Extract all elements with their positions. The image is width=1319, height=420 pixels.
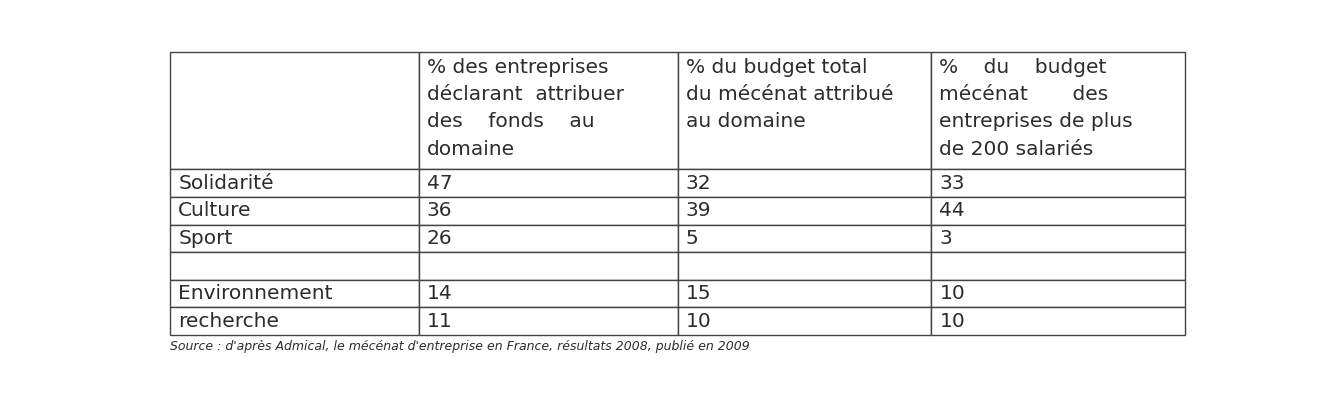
Bar xyxy=(170,280,418,307)
Bar xyxy=(418,307,678,335)
Text: 15: 15 xyxy=(686,284,711,303)
Bar xyxy=(931,280,1184,307)
Text: 14: 14 xyxy=(427,284,452,303)
Bar xyxy=(418,225,678,252)
Bar xyxy=(931,307,1184,335)
Text: 10: 10 xyxy=(686,312,711,331)
Bar xyxy=(678,280,931,307)
Text: 26: 26 xyxy=(427,229,452,248)
Bar xyxy=(170,307,418,335)
Text: 33: 33 xyxy=(939,174,966,193)
Bar xyxy=(170,52,418,169)
Bar xyxy=(418,280,678,307)
Bar xyxy=(678,307,931,335)
Text: recherche: recherche xyxy=(178,312,280,331)
Bar xyxy=(170,225,418,252)
Text: 36: 36 xyxy=(427,201,452,220)
Text: % du budget total
du mécénat attribué
au domaine: % du budget total du mécénat attribué au… xyxy=(686,58,893,131)
Text: 39: 39 xyxy=(686,201,711,220)
Bar xyxy=(678,252,931,280)
Text: %    du    budget
mécénat       des
entreprises de plus
de 200 salariés: % du budget mécénat des entreprises de p… xyxy=(939,58,1133,159)
Bar xyxy=(170,252,418,280)
Bar xyxy=(418,52,678,169)
Bar xyxy=(931,52,1184,169)
Text: % des entreprises
déclarant  attribuer
des    fonds    au
domaine: % des entreprises déclarant attribuer de… xyxy=(427,58,624,159)
Bar xyxy=(418,169,678,197)
Text: 32: 32 xyxy=(686,174,711,193)
Text: Culture: Culture xyxy=(178,201,252,220)
Text: 11: 11 xyxy=(427,312,452,331)
Text: 47: 47 xyxy=(427,174,452,193)
Bar xyxy=(678,52,931,169)
Bar xyxy=(418,197,678,225)
Bar xyxy=(931,225,1184,252)
Text: 5: 5 xyxy=(686,229,699,248)
Bar xyxy=(931,197,1184,225)
Bar xyxy=(170,169,418,197)
Bar xyxy=(931,252,1184,280)
Text: 10: 10 xyxy=(939,284,966,303)
Text: Environnement: Environnement xyxy=(178,284,332,303)
Text: 44: 44 xyxy=(939,201,966,220)
Bar xyxy=(170,197,418,225)
Text: Sport: Sport xyxy=(178,229,232,248)
Text: Source : d'après Admical, le mécénat d'entreprise en France, résultats 2008, pub: Source : d'après Admical, le mécénat d'e… xyxy=(170,340,749,353)
Text: Solidarité: Solidarité xyxy=(178,174,274,193)
Text: 3: 3 xyxy=(939,229,952,248)
Bar xyxy=(678,197,931,225)
Text: 10: 10 xyxy=(939,312,966,331)
Bar xyxy=(931,169,1184,197)
Bar xyxy=(678,169,931,197)
Bar xyxy=(678,225,931,252)
Bar xyxy=(418,252,678,280)
